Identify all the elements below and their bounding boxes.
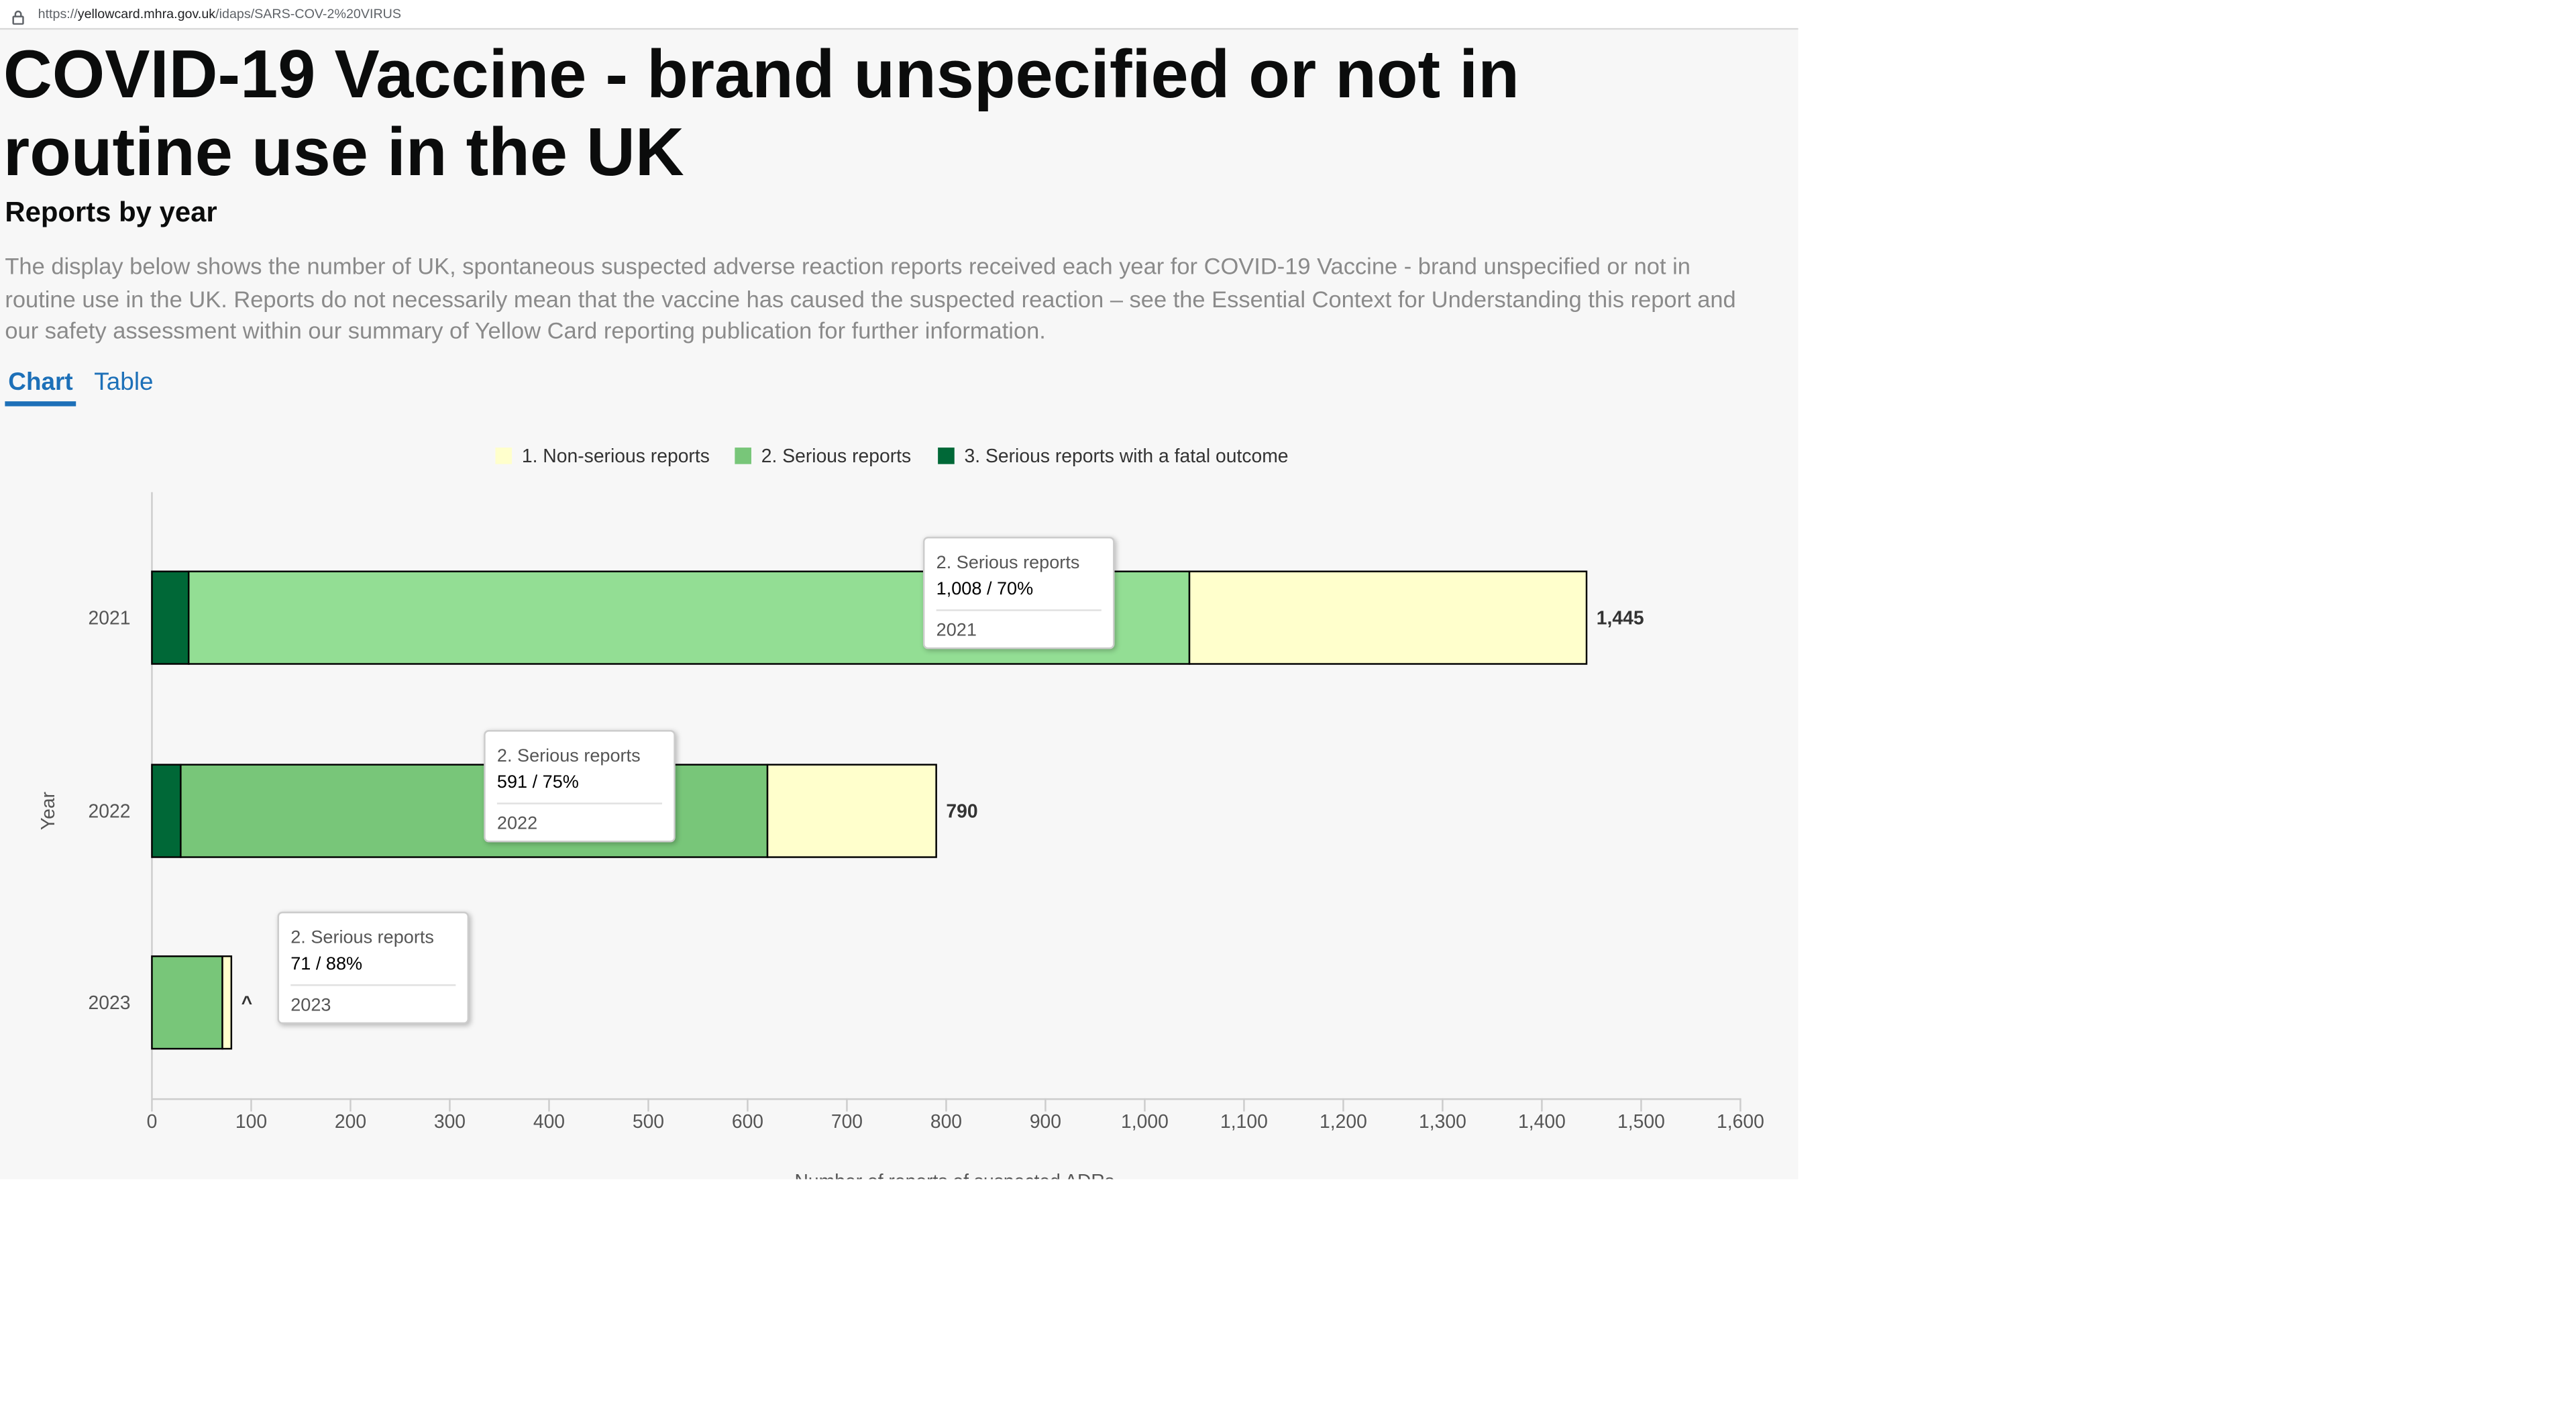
bar-total-label: 1,445 [1597,607,1644,628]
legend-label-non-serious: 1. Non-serious reports [521,448,710,468]
tooltip-category: 2022 [496,814,538,835]
y-tick-label: 2021 [89,607,131,628]
tooltip-series: 2. Serious reports [936,553,1080,574]
x-tick-label: 500 [633,1110,664,1132]
chart-tooltip-2021: 2. Serious reports 1,008 / 70% 2021 [922,536,1115,649]
y-axis-title: Year [37,792,58,830]
bar-segment [1188,570,1588,665]
legend-label-serious: 2. Serious reports [761,448,912,468]
legend-swatch-serious [735,448,751,464]
address-url[interactable]: https://yellowcard.mhra.gov.uk/idaps/SAR… [38,0,401,28]
legend-swatch-non-serious [495,448,513,464]
tooltip-series: 2. Serious reports [290,928,434,948]
bar-segment [180,764,769,858]
bar-segment [766,764,937,858]
x-tick-label: 1,500 [1617,1110,1665,1132]
x-tick-label: 1,600 [1717,1110,1764,1132]
x-tick-label: 1,000 [1121,1110,1169,1132]
tooltip-value: 591 / 75% [496,772,579,793]
x-tick-label: 1,200 [1320,1110,1367,1132]
page-subtitle: Reports by year [5,196,217,228]
y-tick-label: 2023 [89,992,131,1013]
page-content: COVID-19 Vaccine - brand unspecified or … [0,30,1799,1180]
stacked-bar-chart: 0 100 200 300 400 500 600 700 800 900 1,000 1,100 1,… [37,492,1764,1180]
tooltip-value: 1,008 / 70% [936,579,1034,600]
x-tick-label: 800 [930,1110,962,1132]
tooltip-divider [936,609,1102,611]
x-tick-label: 200 [335,1110,366,1132]
x-tick-label: 600 [732,1110,763,1132]
lock-icon [11,7,25,35]
legend-label-fatal: 3. Serious reports with a fatal outcome [964,448,1289,468]
tab-table[interactable]: Table [94,368,154,397]
x-tick-label: 900 [1030,1110,1061,1132]
x-tick-label: 700 [831,1110,863,1132]
legend-item-fatal[interactable]: 3. Serious reports with a fatal outcome [938,444,1289,470]
url-host: yellowcard.mhra.gov.uk [77,6,216,21]
bar-segment [221,955,233,1050]
bar-total-label: 790 [946,800,977,821]
tooltip-series: 2. Serious reports [496,746,641,767]
x-tick-label: 1,300 [1419,1110,1466,1132]
y-tick-label: 2022 [89,800,131,821]
legend-swatch-fatal [938,448,955,464]
chart-tooltip-2023: 2. Serious reports 71 / 88% 2023 [277,911,470,1025]
tooltip-divider [496,802,663,804]
bar-segment [151,764,182,858]
bar-segment [151,570,190,665]
url-prefix: https:// [38,6,78,21]
tooltip-category: 2021 [936,621,977,641]
legend-item-serious[interactable]: 2. Serious reports [735,444,911,470]
url-path: /idaps/SARS-COV-2%20VIRUS [215,6,402,21]
x-tick-label: 1,400 [1518,1110,1566,1132]
tooltip-value: 71 / 88% [290,954,363,975]
tooltip-divider [290,984,456,986]
x-axis-title: Number of reports of suspected ADRs [794,1170,1114,1180]
chart-tooltip-2022: 2. Serious reports 591 / 75% 2022 [484,729,676,843]
tab-chart[interactable]: Chart [5,368,76,407]
page-description: The display below shows the number of UK… [5,252,1736,344]
address-bar[interactable]: https://yellowcard.mhra.gov.uk/idaps/SAR… [0,0,1799,30]
x-tick-label: 100 [235,1110,267,1132]
x-tick-label: 300 [434,1110,466,1132]
tooltip-category: 2023 [290,996,331,1016]
bar-segment [151,955,223,1050]
bar-total-label: ^ [241,992,253,1013]
x-tick-label: 1,100 [1220,1110,1268,1132]
x-tick-label: 400 [533,1110,565,1132]
page-title: COVID-19 Vaccine - brand unspecified or … [3,36,1519,191]
legend-item-non-serious[interactable]: 1. Non-serious reports [495,444,710,470]
x-tick-label: 0 [147,1110,158,1132]
